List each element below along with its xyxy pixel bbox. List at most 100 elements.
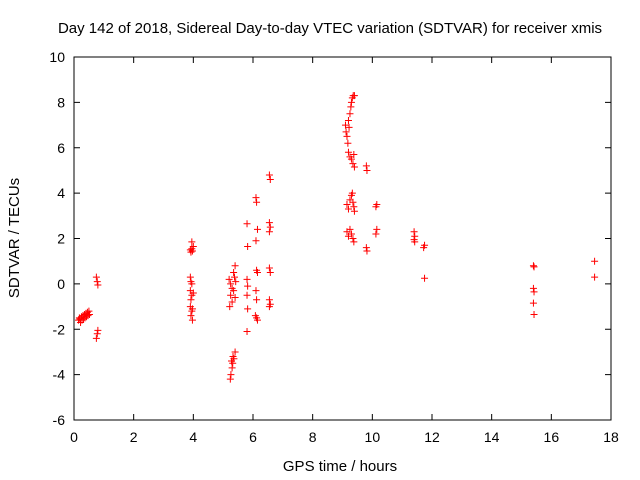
data-point: [265, 296, 273, 304]
data-point: [343, 132, 351, 140]
data-point: [343, 200, 351, 208]
data-point: [350, 207, 358, 215]
data-point: [350, 203, 358, 211]
data-point: [344, 139, 352, 147]
data-point: [530, 311, 538, 319]
data-point: [228, 298, 236, 306]
data-point: [344, 117, 352, 125]
data-point: [230, 269, 238, 277]
y-tick-label: -4: [53, 367, 66, 383]
data-point: [253, 225, 261, 233]
data-point: [591, 273, 599, 281]
data-point: [410, 228, 418, 236]
data-point: [362, 244, 370, 252]
data-point: [341, 121, 349, 129]
data-point: [344, 205, 352, 213]
x-axis-ticks: 0 2 4 6 8 10 12 14 16 18: [70, 57, 619, 445]
data-point: [347, 98, 355, 106]
y-tick-label: 0: [57, 276, 65, 292]
data-point: [363, 247, 371, 255]
data-point: [266, 176, 274, 184]
data-point: [231, 348, 239, 356]
data-point: [411, 238, 419, 246]
y-tick-label: 10: [49, 49, 65, 65]
data-point: [347, 230, 355, 238]
data-point: [226, 375, 234, 383]
data-point: [187, 312, 195, 320]
data-point: [265, 171, 273, 179]
data-point: [529, 284, 537, 292]
data-point: [227, 291, 235, 299]
data-point: [348, 189, 356, 197]
data-point: [362, 162, 370, 170]
x-tick-label: 8: [309, 429, 317, 445]
data-point: [186, 273, 194, 281]
y-tick-label: 6: [57, 140, 65, 156]
data-point: [84, 312, 92, 320]
plot-frame: [73, 56, 612, 421]
data-point: [232, 278, 240, 286]
y-tick-label: 4: [57, 185, 65, 201]
data-point: [253, 316, 261, 324]
data-point: [342, 128, 350, 136]
data-point: [243, 275, 251, 283]
y-tick-label: 2: [57, 231, 65, 247]
x-tick-label: 14: [484, 429, 500, 445]
data-point: [252, 287, 260, 295]
data-points: [74, 92, 599, 383]
data-point: [265, 264, 273, 272]
data-point: [187, 296, 195, 304]
data-point: [226, 303, 234, 311]
data-point: [230, 287, 238, 295]
x-tick-label: 10: [365, 429, 381, 445]
data-point: [529, 262, 537, 270]
data-point: [225, 275, 233, 283]
data-point: [228, 364, 236, 372]
data-point: [92, 334, 100, 342]
data-point: [252, 194, 260, 202]
x-tick-label: 0: [70, 429, 78, 445]
x-tick-label: 6: [249, 429, 257, 445]
data-point: [252, 237, 260, 245]
data-point: [227, 280, 235, 288]
data-point: [244, 305, 252, 313]
data-point: [85, 307, 93, 315]
data-point: [86, 311, 94, 319]
y-tick-label: 8: [57, 94, 65, 110]
data-point: [93, 330, 101, 338]
data-point: [265, 219, 273, 227]
data-point: [347, 155, 355, 163]
data-point: [266, 269, 274, 277]
data-point: [347, 103, 355, 111]
data-point: [230, 355, 238, 363]
data-point: [229, 359, 237, 367]
data-point: [266, 223, 274, 231]
data-point: [265, 228, 273, 236]
data-point: [231, 273, 239, 281]
data-point: [372, 230, 380, 238]
data-point: [265, 303, 273, 311]
data-point: [231, 262, 239, 270]
data-point: [244, 242, 252, 250]
data-point: [94, 281, 102, 289]
data-point: [530, 263, 538, 271]
data-point: [243, 291, 251, 299]
data-point: [373, 225, 381, 233]
chart-title: Day 142 of 2018, Sidereal Day-to-day VTE…: [58, 20, 602, 37]
data-point: [346, 225, 354, 233]
data-point: [345, 123, 353, 131]
data-point: [530, 288, 538, 296]
data-point: [188, 280, 196, 288]
data-point: [188, 316, 196, 324]
y-axis-ticks: -6 -4 -2 0 2 4 6 8 10: [49, 49, 611, 428]
data-point: [420, 244, 428, 252]
data-point: [346, 110, 354, 118]
y-axis-title: SDTVAR / TECUs: [6, 178, 23, 298]
data-point: [188, 247, 196, 255]
data-point: [350, 238, 358, 246]
x-tick-label: 18: [603, 429, 619, 445]
data-point: [350, 151, 358, 159]
data-point: [188, 238, 196, 246]
data-point: [253, 296, 261, 304]
data-point: [421, 274, 429, 282]
